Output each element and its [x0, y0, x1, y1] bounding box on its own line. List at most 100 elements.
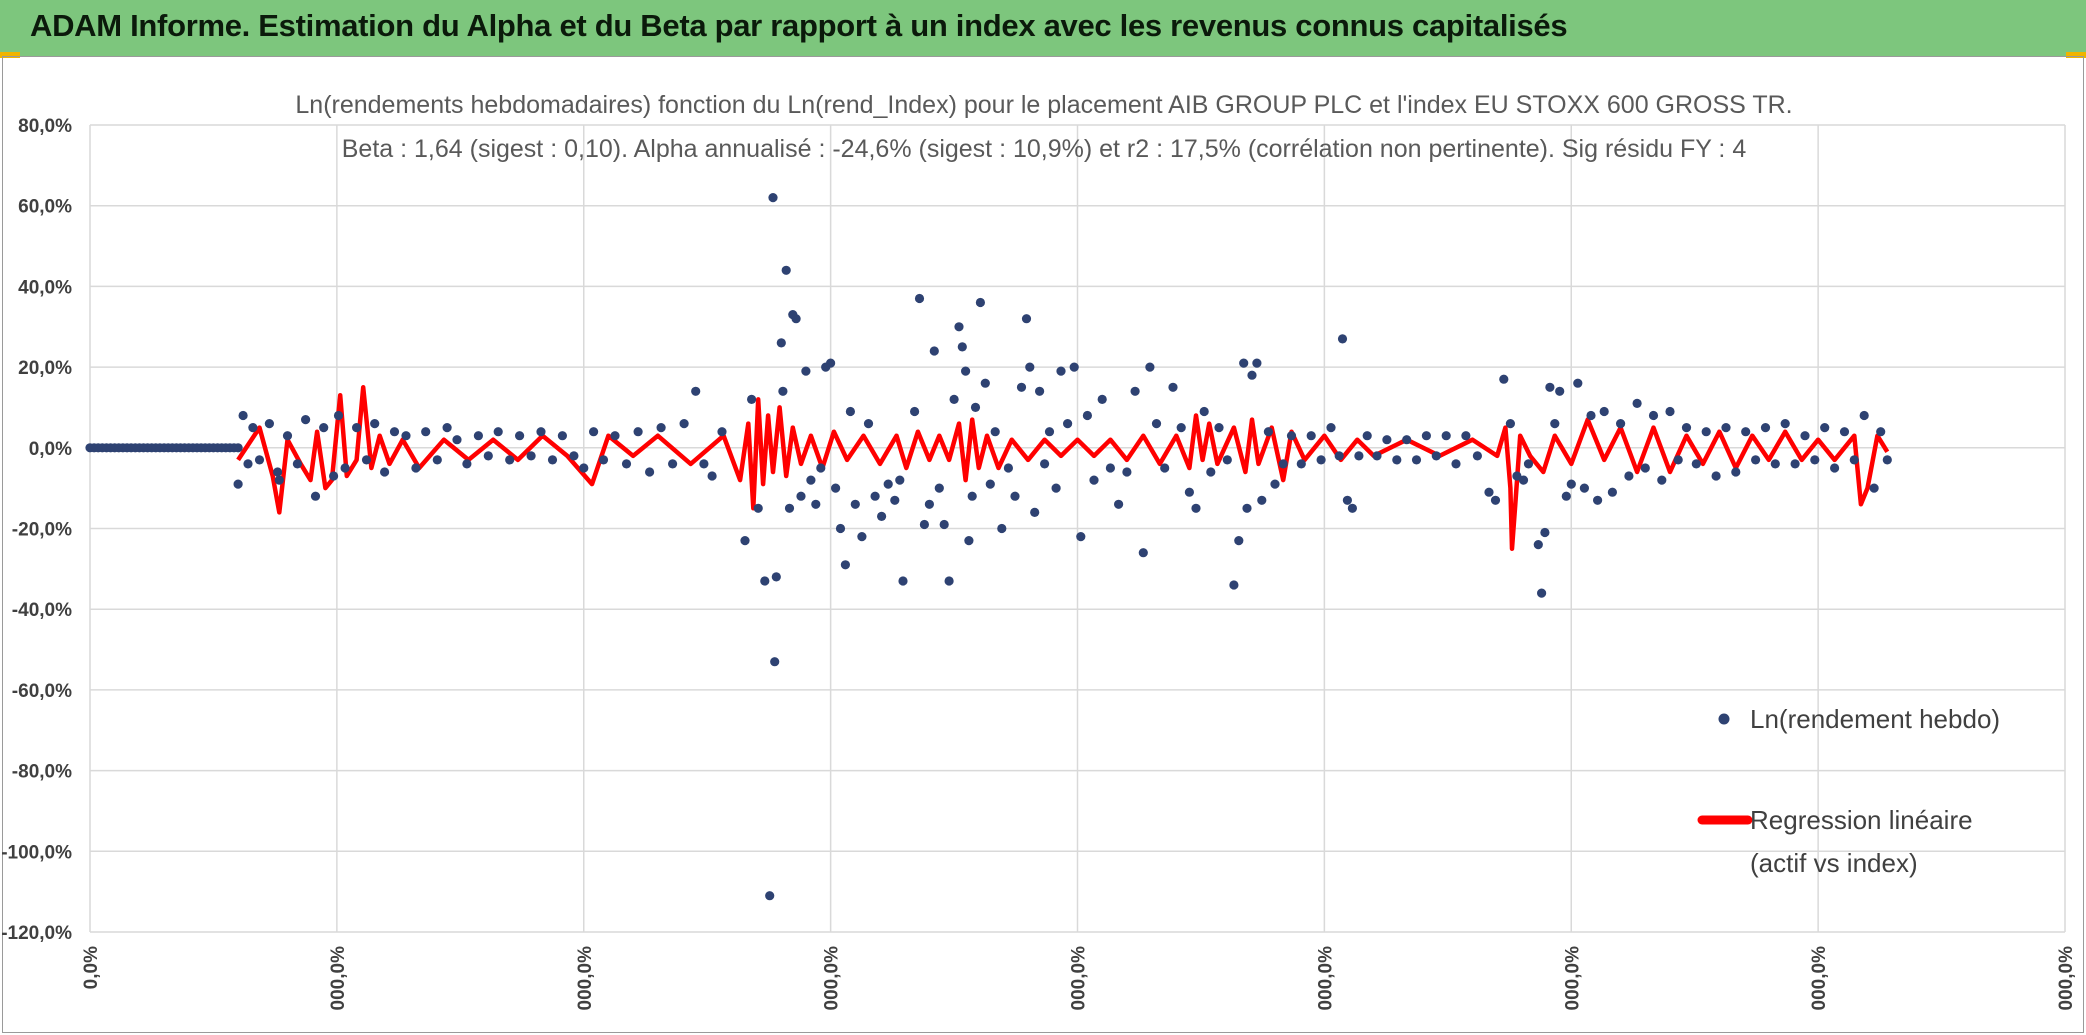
data-point — [964, 536, 974, 546]
data-point — [1673, 455, 1683, 465]
data-point — [1354, 451, 1364, 461]
data-point — [1490, 495, 1501, 505]
data-point — [1484, 487, 1494, 497]
data-point — [1431, 451, 1441, 461]
data-point — [1145, 362, 1155, 372]
data-point — [679, 419, 689, 429]
data-point — [1252, 358, 1262, 368]
data-point — [1648, 410, 1659, 421]
data-point — [791, 314, 801, 324]
data-point — [1342, 495, 1352, 505]
data-point — [919, 519, 930, 530]
x-tick-label: 000,0% — [1809, 946, 1830, 1011]
data-point — [1239, 358, 1249, 368]
chart-title: Ln(rendements hebdomadaires) fonction du… — [295, 91, 1792, 119]
data-point — [462, 459, 472, 469]
data-point — [633, 427, 643, 437]
data-point — [380, 467, 390, 477]
x-tick-label: 000,0% — [575, 946, 596, 1011]
corner-marker-right — [2066, 52, 2086, 58]
data-point — [1566, 479, 1576, 489]
data-point — [1347, 503, 1357, 513]
data-point — [967, 491, 977, 501]
data-point — [895, 475, 905, 485]
data-point — [432, 455, 442, 465]
data-point — [1056, 366, 1066, 376]
data-point — [621, 459, 632, 469]
data-point — [957, 342, 967, 352]
data-point — [301, 415, 311, 425]
data-point — [668, 459, 678, 469]
legend-marker-points — [1718, 713, 1730, 725]
regression-line — [236, 385, 1890, 551]
data-point — [883, 479, 893, 489]
data-point — [1242, 503, 1252, 513]
data-point — [1593, 495, 1603, 505]
legend-label-regression-2: (actif vs index) — [1750, 848, 1918, 878]
y-tick-label: -20,0% — [12, 520, 72, 541]
data-point — [645, 467, 655, 477]
data-point — [1263, 427, 1273, 437]
data-point — [1472, 451, 1482, 461]
data-point — [949, 394, 959, 404]
data-point — [319, 423, 329, 433]
x-tick-label: 000,0% — [1315, 946, 1336, 1011]
data-point — [1035, 386, 1045, 396]
data-point — [1130, 386, 1140, 396]
regression-series — [236, 385, 1890, 551]
data-point — [1859, 410, 1869, 421]
data-point — [929, 346, 939, 356]
data-point — [1681, 423, 1692, 433]
data-point — [1451, 459, 1461, 469]
data-point — [243, 459, 253, 469]
data-point — [1800, 431, 1810, 441]
data-point — [656, 423, 666, 433]
x-tick-label: 000,0% — [1069, 946, 1090, 1011]
legend-label-points: Ln(rendement hebdo) — [1750, 704, 2000, 734]
data-point — [238, 410, 248, 421]
data-point — [1326, 423, 1336, 433]
data-point — [1876, 427, 1886, 437]
data-point — [248, 423, 258, 433]
data-point — [753, 503, 763, 513]
data-point — [747, 394, 757, 404]
data-point — [970, 402, 981, 412]
legend: Ln(rendement hebdo) Regression linéaire … — [1697, 704, 2000, 878]
data-point — [924, 499, 935, 509]
data-point — [1063, 419, 1073, 429]
data-point — [768, 193, 778, 203]
data-point — [1540, 527, 1550, 538]
data-point — [997, 523, 1007, 534]
data-point — [1533, 540, 1543, 550]
data-point — [910, 406, 920, 417]
data-point — [1334, 451, 1344, 461]
data-point — [1849, 455, 1859, 465]
data-point — [1016, 382, 1027, 392]
data-point — [1382, 435, 1392, 445]
data-point — [310, 491, 321, 501]
data-point — [1780, 419, 1790, 429]
data-point — [598, 455, 609, 465]
data-point — [857, 532, 867, 542]
data-point — [776, 338, 786, 348]
data-point — [1869, 483, 1879, 493]
data-point — [1306, 431, 1316, 441]
data-point — [515, 431, 525, 441]
x-tick-label: 000,0% — [1562, 946, 1583, 1011]
y-tick-label: -80,0% — [12, 762, 72, 783]
data-point — [589, 427, 599, 437]
data-point — [771, 572, 781, 582]
data-point — [452, 435, 462, 445]
data-point — [1040, 459, 1050, 469]
data-point — [1296, 459, 1306, 469]
data-point — [1206, 467, 1216, 477]
data-point — [1025, 362, 1035, 372]
data-point — [1550, 419, 1560, 429]
data-point — [781, 265, 791, 275]
data-point — [1392, 455, 1402, 465]
data-point — [1214, 423, 1224, 433]
data-point — [1247, 370, 1257, 380]
data-point — [1499, 374, 1509, 384]
data-point — [1105, 463, 1115, 473]
data-point — [1691, 459, 1701, 469]
